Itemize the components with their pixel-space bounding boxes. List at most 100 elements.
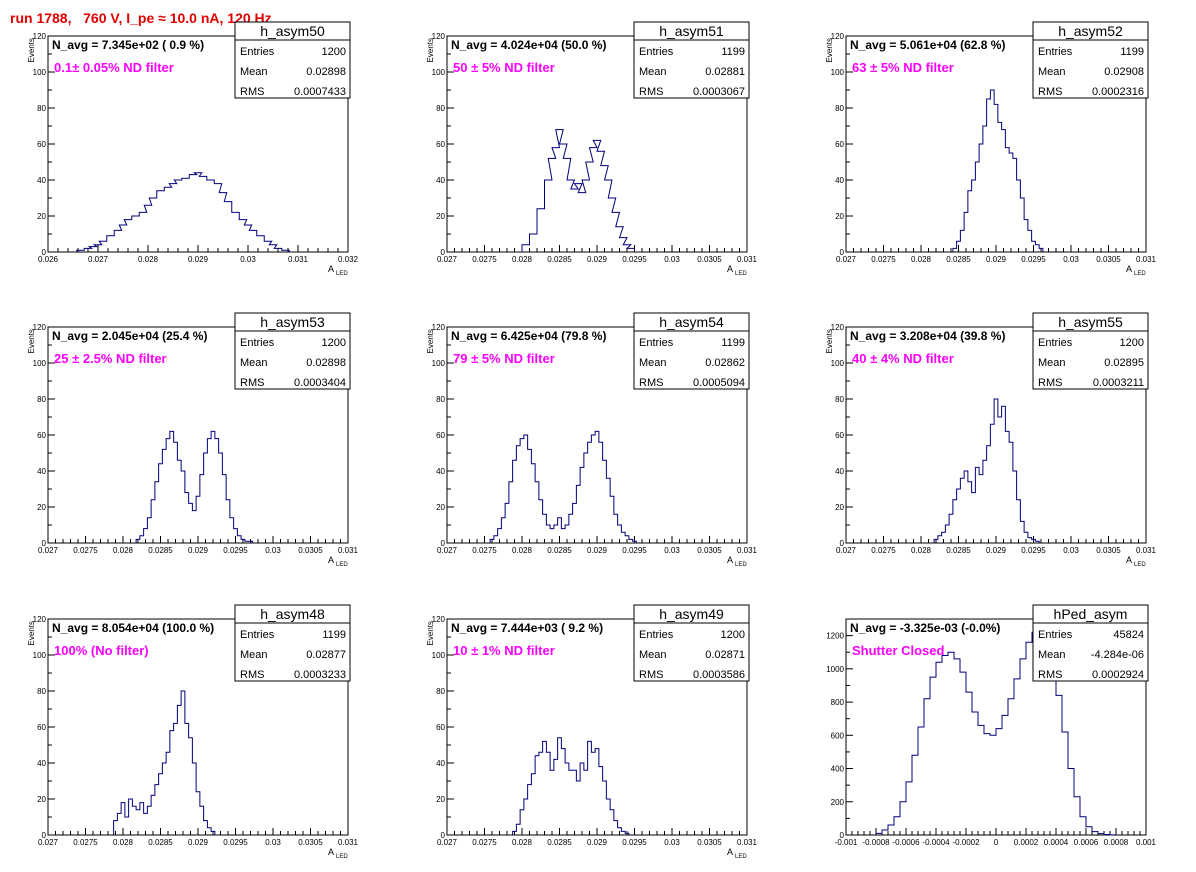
y-tick-label: 120 bbox=[831, 323, 845, 332]
histogram-bin bbox=[535, 756, 539, 835]
stats-value: 0.0003586 bbox=[693, 669, 745, 681]
histogram-bin bbox=[610, 496, 614, 543]
stats-value: 0.0007433 bbox=[294, 86, 346, 98]
y-tick-label: 60 bbox=[835, 140, 844, 149]
x-tick-label: 0.028 bbox=[138, 255, 159, 264]
histogram-bin bbox=[1002, 406, 1006, 543]
histogram-bin bbox=[1035, 541, 1039, 543]
x-axis-label-subscript: LED bbox=[336, 562, 348, 568]
y-tick-label: 0 bbox=[441, 539, 446, 548]
x-tick-label: 0.027 bbox=[437, 838, 458, 847]
histogram-bin bbox=[245, 541, 249, 543]
histogram-bin bbox=[614, 514, 618, 543]
x-tick-label: 0.0305 bbox=[298, 838, 323, 847]
y-tick-label: 40 bbox=[835, 467, 844, 476]
histogram-bin bbox=[994, 399, 998, 543]
histogram-bin bbox=[996, 729, 1002, 835]
y-axis-label: Events bbox=[27, 621, 36, 645]
histogram-bin bbox=[968, 191, 972, 252]
x-tick-label: 0.0295 bbox=[223, 546, 248, 555]
x-tick-label: 0.0285 bbox=[547, 838, 572, 847]
histogram-bin bbox=[204, 821, 208, 835]
y-axis-label: Events bbox=[27, 38, 36, 62]
x-tick-label: 0.0305 bbox=[1096, 255, 1121, 264]
histogram-title: h_asym55 bbox=[1058, 314, 1123, 330]
histogram-bin bbox=[159, 464, 163, 543]
y-tick-label: 40 bbox=[37, 759, 46, 768]
y-tick-label: 80 bbox=[835, 395, 844, 404]
histogram-bin bbox=[1017, 180, 1021, 252]
x-tick-label: 0.027 bbox=[437, 546, 458, 555]
stats-label: Mean bbox=[1038, 66, 1066, 78]
x-tick-label: 0.031 bbox=[737, 546, 758, 555]
stats-value: 1199 bbox=[721, 46, 745, 58]
x-tick-label: -0.0008 bbox=[862, 838, 890, 847]
x-tick-label: 0.0275 bbox=[871, 546, 896, 555]
histogram-bin bbox=[513, 831, 517, 835]
stats-value: 0.0002316 bbox=[1092, 86, 1144, 98]
histogram-bin bbox=[174, 180, 182, 252]
x-tick-label: 0.0285 bbox=[547, 255, 572, 264]
y-tick-label: 120 bbox=[33, 615, 47, 624]
histogram-bin bbox=[174, 723, 178, 835]
navg-label: N_avg = 3.208e+04 (39.8 %) bbox=[850, 329, 1005, 343]
y-tick-label: 400 bbox=[831, 765, 845, 774]
stats-value: 0.0003233 bbox=[294, 669, 346, 681]
histogram-title: h_asym49 bbox=[659, 606, 724, 622]
stats-value: 0.0003067 bbox=[693, 86, 745, 98]
x-tick-label: 0.0295 bbox=[1021, 255, 1046, 264]
y-axis-label: Events bbox=[825, 38, 834, 62]
histogram-bin bbox=[155, 785, 159, 835]
histogram-bin bbox=[900, 802, 906, 835]
y-tick-label: 20 bbox=[37, 795, 46, 804]
histogram-bin bbox=[569, 770, 573, 835]
stats-value: 0.02898 bbox=[306, 66, 346, 78]
y-tick-label: 100 bbox=[432, 68, 446, 77]
histogram-bin bbox=[957, 489, 961, 543]
histogram-bin bbox=[998, 417, 1002, 543]
histogram-bin bbox=[990, 424, 994, 543]
histogram-bin bbox=[1068, 769, 1074, 835]
x-tick-label: 0.029 bbox=[188, 255, 209, 264]
x-tick-label: 0.028 bbox=[113, 838, 134, 847]
histogram-bin bbox=[151, 500, 155, 543]
histogram-bin bbox=[576, 485, 580, 543]
histogram-bin bbox=[1013, 158, 1017, 252]
x-tick-label: 0.0295 bbox=[1021, 546, 1046, 555]
y-tick-label: 0 bbox=[441, 248, 446, 257]
histogram-bin bbox=[888, 825, 894, 835]
x-tick-label: 0.027 bbox=[836, 546, 857, 555]
histogram-bin bbox=[107, 236, 115, 252]
y-tick-label: 120 bbox=[831, 32, 845, 41]
histogram-bin bbox=[505, 503, 509, 543]
navg-label: N_avg = 8.054e+04 (100.0 %) bbox=[52, 621, 214, 635]
histogram-bin bbox=[979, 475, 983, 543]
x-axis-label-subscript: LED bbox=[735, 562, 747, 568]
x-tick-label: 0.03 bbox=[265, 546, 281, 555]
stats-label: RMS bbox=[1038, 377, 1062, 389]
y-tick-label: 1000 bbox=[826, 665, 844, 674]
histogram-bin bbox=[249, 230, 257, 252]
x-tick-label: 0.031 bbox=[288, 255, 309, 264]
histogram-bin bbox=[224, 202, 232, 252]
histogram-bin bbox=[1024, 532, 1028, 543]
x-tick-label: 0.03 bbox=[1063, 546, 1079, 555]
histogram-bin bbox=[237, 536, 241, 543]
stats-label: Entries bbox=[240, 46, 275, 58]
histogram-bin bbox=[215, 439, 219, 543]
histogram-bin bbox=[539, 500, 543, 543]
navg-label: N_avg = 6.425e+04 (79.8 %) bbox=[451, 329, 606, 343]
stats-value: 1200 bbox=[1120, 337, 1144, 349]
y-tick-label: 0 bbox=[840, 539, 845, 548]
x-tick-label: 0.0285 bbox=[547, 546, 572, 555]
x-tick-label: 0.028 bbox=[512, 255, 533, 264]
stats-value: 1200 bbox=[322, 46, 346, 58]
x-tick-label: 0.029 bbox=[986, 255, 1007, 264]
x-tick-label: 0.0295 bbox=[223, 838, 248, 847]
x-tick-label: 0.027 bbox=[437, 255, 458, 264]
x-tick-label: 0.027 bbox=[38, 546, 59, 555]
x-tick-label: 0.027 bbox=[88, 255, 109, 264]
histogram-bin bbox=[1020, 198, 1024, 252]
histogram-bin bbox=[189, 503, 193, 543]
